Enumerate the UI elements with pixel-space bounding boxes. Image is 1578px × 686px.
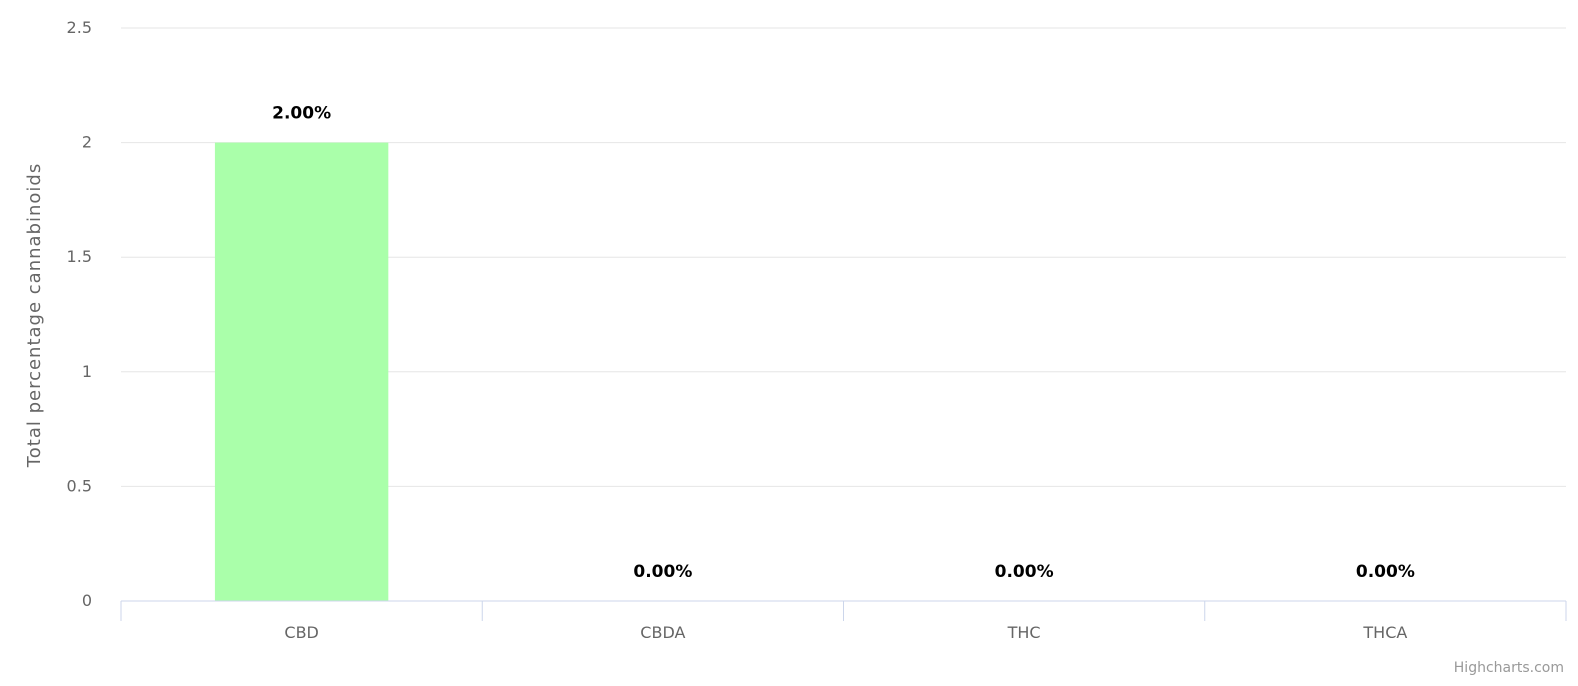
- y-axis-ticks: 0 0.5 1 1.5 2 2.5: [67, 18, 92, 610]
- data-labels: 2.00% 0.00% 0.00% 0.00%: [272, 104, 1415, 582]
- x-tick-label: CBD: [284, 623, 318, 642]
- data-label: 2.00%: [272, 104, 331, 124]
- y-tick-label: 2.5: [67, 18, 92, 37]
- x-tick-label: THCA: [1362, 623, 1407, 642]
- x-axis: CBD CBDA THC THCA: [120, 600, 1567, 642]
- y-tick-label: 2: [82, 133, 92, 152]
- x-tick-label: CBDA: [640, 623, 685, 642]
- bars: [214, 142, 389, 601]
- bar-cbd[interactable]: [214, 142, 389, 601]
- y-tick-label: 0.5: [67, 476, 92, 495]
- x-tick-label: THC: [1007, 623, 1041, 642]
- y-tick-label: 0: [82, 591, 92, 610]
- data-label: 0.00%: [633, 562, 692, 582]
- credits-link[interactable]: Highcharts.com: [1454, 660, 1564, 676]
- y-tick-label: 1: [82, 362, 92, 381]
- data-label: 0.00%: [995, 562, 1054, 582]
- y-tick-label: 1.5: [67, 247, 92, 266]
- y-axis-title: Total percentage cannabinoids: [24, 163, 45, 468]
- data-label: 0.00%: [1356, 562, 1415, 582]
